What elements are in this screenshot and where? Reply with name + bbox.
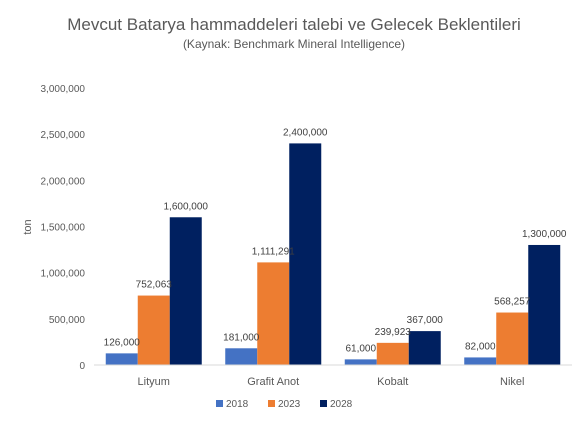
legend-label: 2023	[278, 399, 301, 410]
legend-label: 2028	[330, 399, 353, 410]
data-label: 2,400,000	[283, 127, 328, 138]
data-label: 1,111,291	[252, 246, 295, 257]
bar-2023-nikel	[496, 312, 529, 365]
bar-2018-grafit-anot	[225, 348, 258, 365]
x-category-label: Kobalt	[377, 376, 408, 388]
x-category-label: Nikel	[500, 376, 524, 388]
bar-2028-nikel	[528, 244, 561, 365]
legend-swatch-2023	[268, 400, 275, 407]
bar-2023-grafit-anot	[257, 262, 290, 365]
data-label: 367,000	[407, 315, 444, 326]
y-tick-label: 1,000,000	[41, 269, 86, 280]
data-label: 752,063	[136, 280, 173, 291]
x-category-label: Lityum	[138, 376, 170, 388]
y-axis-label: ton	[22, 219, 34, 234]
bar-2028-kobalt	[408, 331, 441, 365]
bar-2018-nikel	[464, 357, 497, 365]
data-label: 82,000	[465, 341, 496, 352]
legend-swatch-2028	[320, 400, 327, 407]
x-axis-categories: Lityum Grafit Anot Kobalt Nikel	[138, 376, 525, 388]
data-label: 1,300,000	[522, 229, 567, 240]
data-label: 568,257	[494, 297, 531, 308]
bar-2018-kobalt	[344, 359, 377, 365]
bar-2023-lityum	[137, 295, 170, 365]
y-tick-label: 2,000,000	[41, 176, 86, 187]
legend-label: 2018	[226, 399, 249, 410]
y-tick-label: 1,500,000	[41, 223, 86, 234]
bar-2028-grafit-anot	[289, 143, 322, 365]
data-label: 181,000	[223, 332, 260, 343]
chart-subtitle: (Kaynak: Benchmark Mineral Intelligence)	[183, 37, 405, 51]
data-label: 126,000	[104, 337, 141, 348]
y-tick-label: 3,000,000	[41, 84, 86, 95]
chart-title: Mevcut Batarya hammaddeleri talebi ve Ge…	[67, 15, 521, 34]
bar-2018-lityum	[105, 353, 138, 365]
x-category-label: Grafit Anot	[247, 376, 299, 388]
legend-swatch-2018	[216, 400, 223, 407]
bar-2023-kobalt	[376, 342, 409, 365]
data-label: 61,000	[345, 343, 376, 354]
y-axis-ticks: 0 500,000 1,000,000 1,500,000 2,000,000 2,500…	[41, 84, 86, 372]
data-labels-group: 126,000 752,063 1,600,000 181,000 1,111,291 2…	[104, 127, 567, 354]
data-label: 239,923	[375, 327, 412, 338]
y-tick-label: 500,000	[49, 315, 86, 326]
bar-series-group	[105, 143, 561, 365]
bar-2028-lityum	[169, 217, 202, 365]
chart-legend: 2018 2023 2028	[216, 399, 353, 410]
y-tick-label: 2,500,000	[41, 130, 86, 141]
y-tick-label: 0	[79, 361, 85, 372]
data-label: 1,600,000	[164, 201, 209, 212]
